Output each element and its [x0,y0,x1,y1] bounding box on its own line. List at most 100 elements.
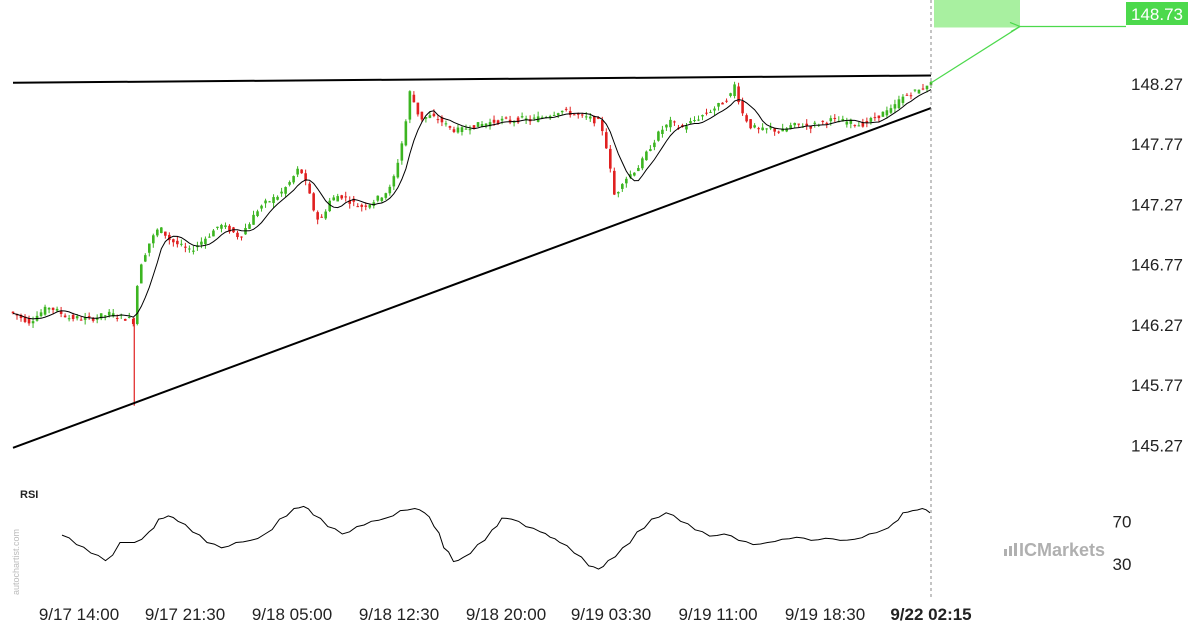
candle-body [432,113,436,117]
price-axis: 148.27 147.77 147.27 146.77 146.27 145.77 145.… [1131,75,1183,456]
candle-body [641,158,644,169]
candle-body [621,184,624,189]
candle-body [685,126,688,130]
candle-body [877,115,881,119]
candle-body [629,174,632,178]
candle-body [901,96,905,103]
candle-body [264,200,267,204]
candle-body [168,234,171,241]
candle-body [552,114,556,116]
candle-body [452,129,456,132]
candle-body [436,119,440,121]
candle-body [508,119,512,123]
candle-body [188,248,191,250]
time-tick-label: 9/19 18:30 [785,605,865,624]
candle-body [637,167,640,172]
candle-body [236,232,239,238]
brand-bars-icon [1004,549,1007,556]
rsi-tick-label: 70 [1113,512,1132,531]
candle-body [665,124,668,128]
candle-body [156,229,159,236]
candle-body [384,193,388,198]
candle-body [548,116,552,118]
time-tick-label: 9/18 20:00 [466,605,546,624]
candle-body [304,173,307,181]
candle-body [617,192,620,194]
candle-body [492,119,496,123]
candlestick-series [11,78,933,406]
candle-body [540,117,544,119]
candle-body [813,122,817,124]
candle-body [55,308,59,311]
candle-body [773,128,776,132]
candle-body [913,89,917,91]
candle-body [853,125,857,127]
candle-body [496,120,500,124]
candle-body [43,306,47,315]
candle-body [340,195,344,199]
last-price-label: 148.73 [1131,5,1183,24]
candle-body [11,311,15,314]
candle-body [208,236,211,238]
brand-bar [1009,546,1012,556]
candle-body [600,120,604,132]
candle-body [364,205,368,207]
candle-body [737,86,740,103]
candle-body [300,169,303,174]
candle-body [260,205,263,209]
candle-body [152,235,155,244]
price-tick-label: 145.27 [1131,436,1183,455]
candle-body [280,191,283,194]
candle-body [568,111,572,115]
candle-body [869,118,873,122]
candle-body [87,316,91,318]
candle-body [749,119,752,129]
candle-body [360,204,364,207]
candle-body [909,95,913,97]
candle-body [825,122,829,124]
candle-body [584,116,588,118]
projection-arrowhead [1009,21,1022,33]
candle-body [192,250,195,252]
candle-body [456,127,460,133]
candle-body [228,225,231,232]
candle-body [147,243,151,253]
candle-body [139,264,143,284]
candle-body [127,316,131,318]
candle-body [332,197,335,201]
candle-body [324,211,327,219]
candle-body [276,196,279,200]
candle-body [560,110,564,113]
candle-body [532,117,536,119]
price-tick-label: 146.77 [1131,256,1183,275]
candle-body [596,117,600,119]
candle-body [316,212,319,220]
candle-body [885,110,889,116]
candle-body [400,143,404,161]
candle-body [468,129,472,131]
candle-body [448,126,452,128]
rsi-tick-label: 30 [1113,555,1132,574]
candle-body [757,128,760,130]
candle-body [661,129,664,134]
candle-body [268,201,271,203]
candle-body [649,149,652,151]
time-tick-label: 9/18 12:30 [359,605,439,624]
candle-body [79,319,83,321]
candle-body [520,116,524,118]
candle-body [416,102,420,115]
candle-body [709,111,712,113]
candle-body [604,132,608,149]
candle-body [19,315,23,319]
candle-body [861,122,865,127]
candle-body [897,99,901,109]
candle-body [424,117,428,119]
candle-body [653,142,656,148]
support-trendline [12,107,932,449]
candle-body [376,195,380,201]
candle-body [753,125,756,128]
candle-body [224,225,227,228]
candle-body [701,115,704,117]
candle-body [929,82,933,86]
